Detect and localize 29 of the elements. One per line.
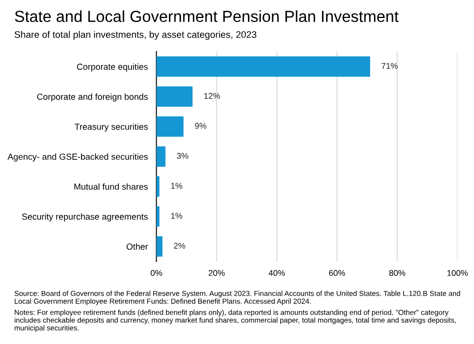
y-tick-label: Mutual fund shares	[74, 183, 148, 190]
x-tick-label: 0%	[150, 270, 162, 276]
data-label: 12%	[204, 92, 220, 99]
bar	[156, 116, 184, 137]
data-label: 2%	[174, 242, 186, 249]
bar	[156, 236, 162, 257]
x-tick-label: 20%	[208, 270, 225, 276]
bar	[156, 86, 193, 107]
data-label: 9%	[195, 122, 206, 129]
x-tick-label: 60%	[329, 270, 346, 276]
y-tick-label: Other	[126, 243, 148, 250]
bar	[156, 176, 160, 197]
data-label: 1%	[171, 182, 182, 189]
y-tick-label: Corporate equities	[77, 63, 148, 72]
bar	[156, 56, 370, 77]
y-tick-label: Security repurchase agreements	[22, 213, 148, 222]
x-tick-label: 40%	[268, 270, 285, 276]
chart-title: State and Local Government Pension Plan Investment	[14, 10, 399, 22]
data-label: 71%	[382, 62, 398, 69]
y-tick-label: Treasury securities	[74, 123, 148, 132]
data-label: 3%	[176, 152, 188, 159]
x-tick-label: 80%	[389, 270, 406, 276]
bar	[156, 146, 166, 167]
bar	[156, 206, 160, 227]
data-label: 1%	[171, 212, 182, 219]
y-tick-label: Corporate and foreign bonds	[37, 93, 148, 102]
x-tick-label: 100%	[447, 270, 468, 276]
y-tick-label: Agency- and GSE-backed securities	[8, 153, 148, 162]
chart-subtitle: Share of total plan investments, by asset categories, 2023	[14, 30, 256, 40]
